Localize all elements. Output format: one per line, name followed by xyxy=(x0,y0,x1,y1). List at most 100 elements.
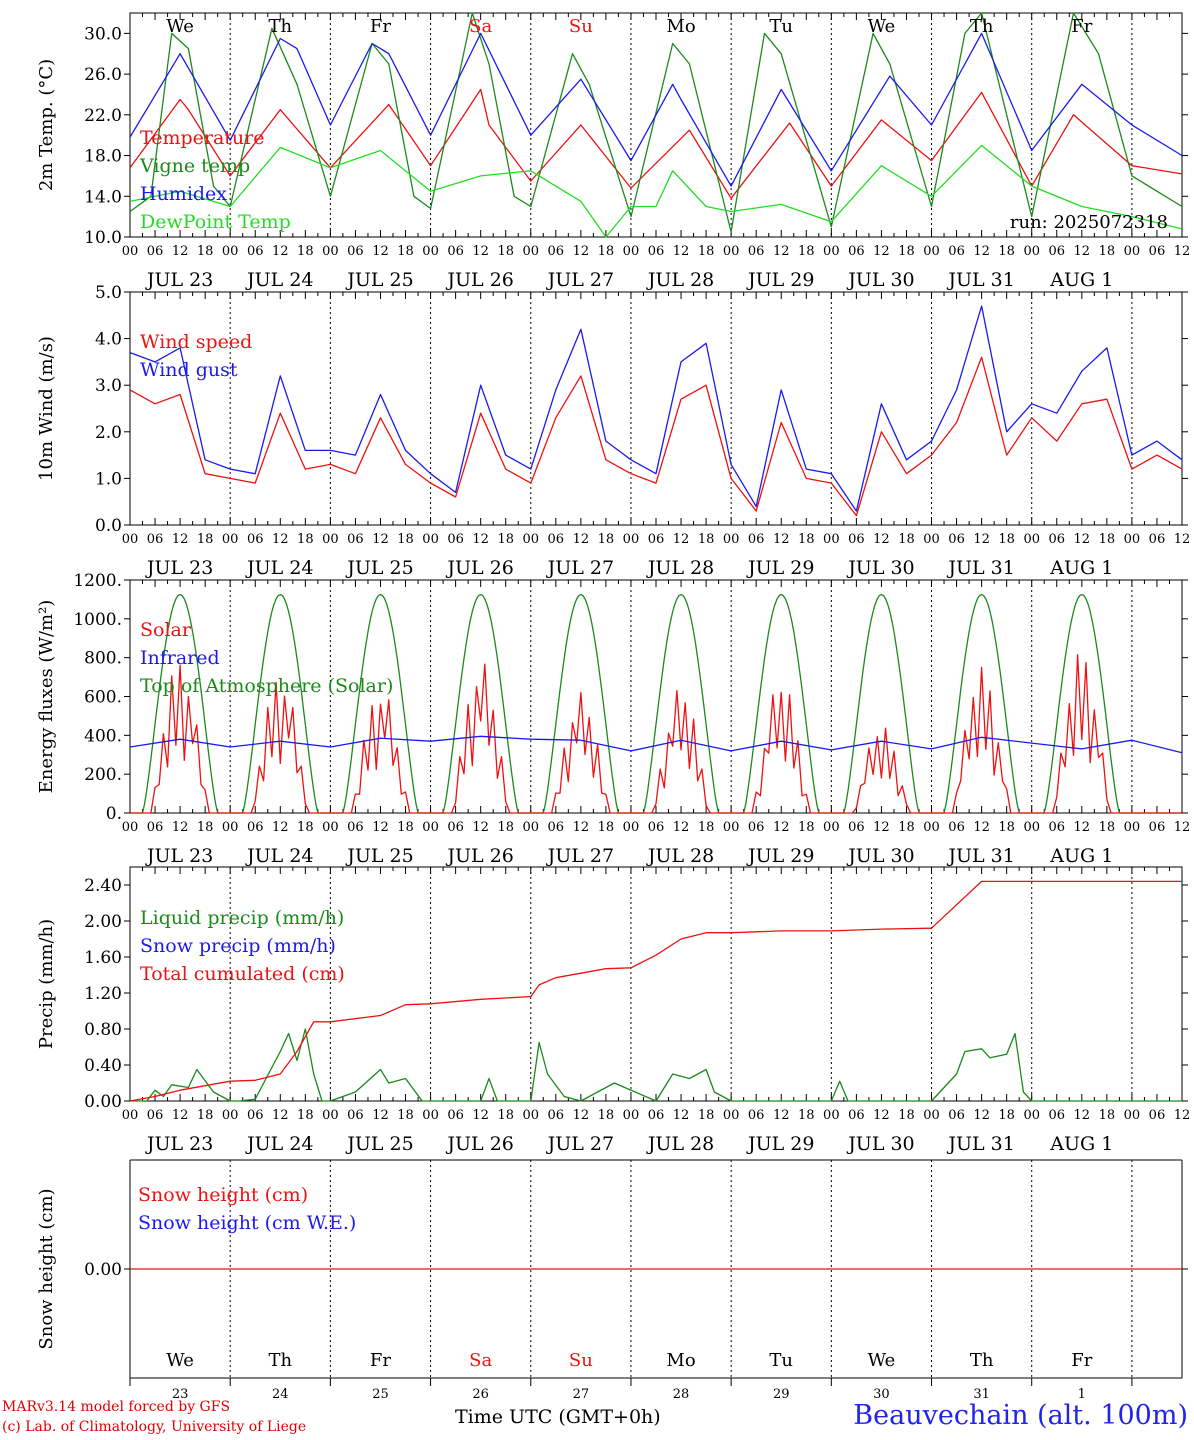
x-date-label: JUL 29 xyxy=(746,845,814,867)
x-tick-label: 12 xyxy=(673,532,690,547)
day-label: Mo xyxy=(666,16,695,37)
x-date-label: JUL 24 xyxy=(245,845,313,867)
x-tick-label: 06 xyxy=(447,244,464,259)
x-date-label: JUL 27 xyxy=(546,1133,614,1155)
x-tick-label: 00 xyxy=(322,244,339,259)
run-annotation: run: 2025072318 xyxy=(1010,212,1168,233)
x-date-label: JUL 31 xyxy=(946,269,1014,291)
x-tick-label: 00 xyxy=(222,532,239,547)
x-tick-label: 18 xyxy=(898,244,915,259)
series-vigne-temp xyxy=(129,12,1183,233)
series-solar xyxy=(130,654,1182,814)
date-number: 28 xyxy=(673,1387,690,1402)
x-tick-label: 06 xyxy=(648,1108,665,1123)
x-date-label: JUL 26 xyxy=(445,1133,513,1155)
x-tick-label: 00 xyxy=(122,1108,139,1123)
date-number: 1 xyxy=(1078,1387,1086,1402)
x-date-label: JUL 26 xyxy=(445,845,513,867)
x-tick-label: 06 xyxy=(147,532,164,547)
series-total-cumulated-cm- xyxy=(129,880,1182,1102)
x-tick-label: 00 xyxy=(122,532,139,547)
x-tick-label: 18 xyxy=(698,244,715,259)
day-label: We xyxy=(166,16,194,37)
x-tick-label: 00 xyxy=(1023,244,1040,259)
x-tick-label: 00 xyxy=(522,1108,539,1123)
x-tick-label: 12 xyxy=(873,244,890,259)
x-date-label: JUL 23 xyxy=(145,269,213,291)
date-number: 26 xyxy=(472,1387,489,1402)
x-date-label: JUL 31 xyxy=(946,557,1014,579)
x-tick-label: 00 xyxy=(723,1108,740,1123)
x-tick-label: 18 xyxy=(1099,532,1116,547)
x-tick-label: 18 xyxy=(497,532,514,547)
y-tick-label: 200. xyxy=(84,765,122,785)
x-tick-label: 12 xyxy=(573,244,590,259)
x-tick-label: 06 xyxy=(848,820,865,835)
x-tick-label: 00 xyxy=(322,820,339,835)
x-tick-label: 12 xyxy=(172,820,189,835)
x-date-label: JUL 26 xyxy=(445,269,513,291)
x-date-label: AUG 1 xyxy=(1049,269,1113,291)
x-tick-label: 06 xyxy=(748,1108,765,1123)
x-date-label: JUL 28 xyxy=(646,1133,714,1155)
x-tick-label: 00 xyxy=(522,532,539,547)
day-label: We xyxy=(868,16,896,37)
y-tick-label: 0.40 xyxy=(84,1056,122,1076)
x-date-label: JUL 28 xyxy=(646,557,714,579)
x-tick-label: 18 xyxy=(197,532,214,547)
x-tick-label: 12 xyxy=(272,244,289,259)
x-tick-label: 00 xyxy=(923,820,940,835)
x-tick-label: 06 xyxy=(548,532,565,547)
x-tick-label: 00 xyxy=(823,244,840,259)
x-tick-label: 00 xyxy=(823,1108,840,1123)
x-tick-label: 18 xyxy=(197,244,214,259)
x-tick-label: 12 xyxy=(1174,820,1191,835)
x-tick-label: 12 xyxy=(673,820,690,835)
x-tick-label: 06 xyxy=(548,1108,565,1123)
x-tick-label: 12 xyxy=(372,1108,389,1123)
x-date-label: JUL 29 xyxy=(746,269,814,291)
x-tick-label: 12 xyxy=(573,1108,590,1123)
x-tick-label: 18 xyxy=(798,1108,815,1123)
x-tick-label: 18 xyxy=(998,532,1015,547)
x-tick-label: 18 xyxy=(798,532,815,547)
x-tick-label: 00 xyxy=(1023,532,1040,547)
x-date-label: JUL 26 xyxy=(445,557,513,579)
series-wind-gust xyxy=(129,305,1183,512)
x-tick-label: 06 xyxy=(548,244,565,259)
x-tick-label: 00 xyxy=(522,244,539,259)
x-tick-label: 18 xyxy=(1099,820,1116,835)
x-tick-label: 18 xyxy=(497,244,514,259)
date-number: 23 xyxy=(172,1387,189,1402)
x-tick-label: 06 xyxy=(447,532,464,547)
x-tick-label: 00 xyxy=(623,244,640,259)
x-tick-label: 12 xyxy=(172,532,189,547)
x-tick-label: 18 xyxy=(297,532,314,547)
x-tick-label: 18 xyxy=(397,820,414,835)
y-tick-label: 22.0 xyxy=(84,106,122,126)
y-axis-label: 10m Wind (m/s) xyxy=(36,336,57,481)
x-tick-label: 00 xyxy=(1124,244,1141,259)
x-tick-label: 00 xyxy=(222,820,239,835)
x-tick-label: 00 xyxy=(923,532,940,547)
x-tick-label: 06 xyxy=(748,820,765,835)
x-tick-label: 06 xyxy=(1149,1108,1166,1123)
day-label: Tu xyxy=(769,1350,793,1371)
x-tick-label: 06 xyxy=(1149,532,1166,547)
x-date-label: JUL 25 xyxy=(345,1133,413,1155)
x-tick-label: 00 xyxy=(1124,532,1141,547)
x-tick-label: 18 xyxy=(397,1108,414,1123)
day-label: Th xyxy=(268,1350,292,1371)
day-label: Tu xyxy=(769,16,793,37)
y-tick-label: 0.00 xyxy=(84,1092,122,1112)
y-axis-label: 2m Temp. (°C) xyxy=(36,59,57,191)
x-tick-label: 00 xyxy=(222,1108,239,1123)
x-tick-label: 18 xyxy=(1099,244,1116,259)
y-tick-label: 1000. xyxy=(73,610,122,630)
y-tick-label: 2.00 xyxy=(84,912,122,932)
y-tick-label: 2.40 xyxy=(84,876,122,896)
x-date-label: JUL 30 xyxy=(846,845,914,867)
x-date-label: JUL 23 xyxy=(145,557,213,579)
x-tick-label: 06 xyxy=(347,532,364,547)
x-tick-label: 18 xyxy=(1099,1108,1116,1123)
